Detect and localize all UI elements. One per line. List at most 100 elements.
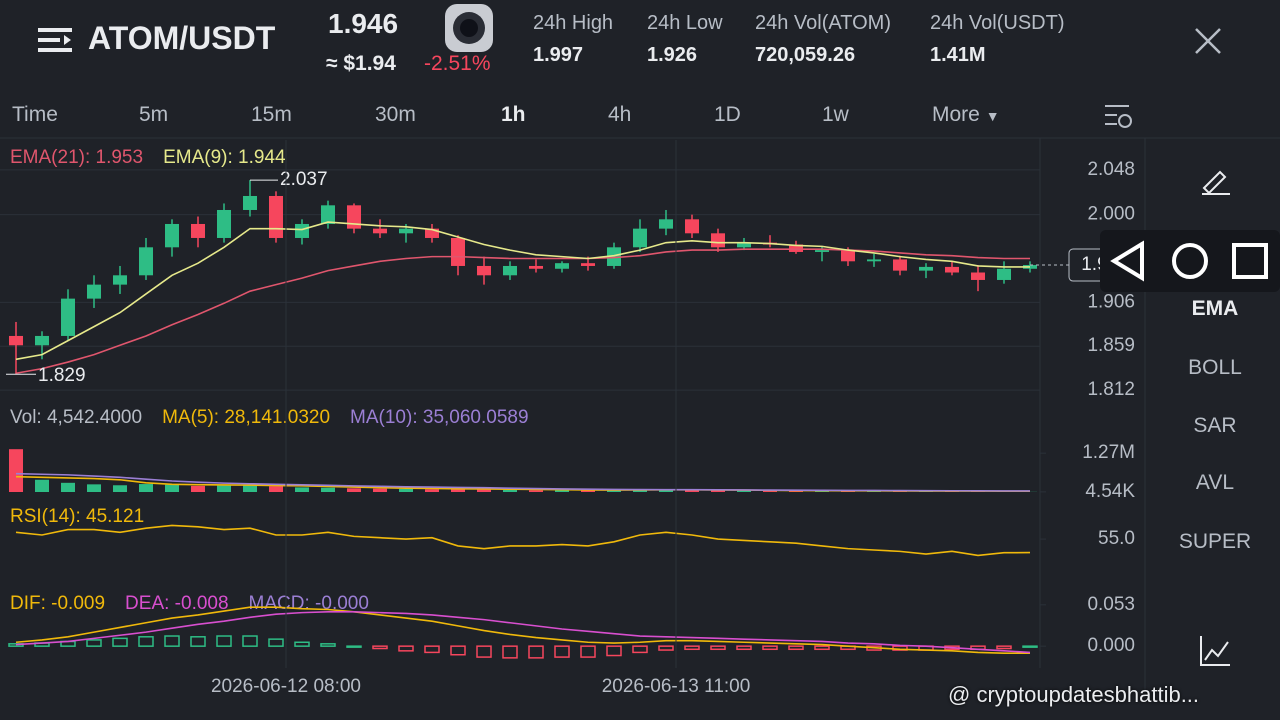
indicator-option[interactable]: SAR (1193, 414, 1237, 437)
candle-body (139, 247, 153, 276)
timeframe-tab[interactable]: More ▼ (932, 103, 1000, 126)
legend-entry: EMA(9): 1.944 (163, 147, 286, 168)
macd-line (15, 606, 1030, 654)
volume-bar (269, 486, 283, 492)
indicator-option[interactable]: BOLL (1188, 356, 1242, 379)
y-tick-label: 55.0 (1098, 528, 1135, 549)
y-tick-label: 0.053 (1087, 594, 1135, 615)
macd-bar (216, 635, 232, 647)
watermark: @ cryptoupdatesbhattib... (948, 682, 1200, 707)
change: -2.51% (424, 52, 491, 75)
timeframe-tab[interactable]: 1h (501, 103, 526, 126)
candle-body (503, 265, 517, 276)
volume-bar (217, 485, 231, 492)
timeframe-tab[interactable]: Time (12, 103, 58, 126)
macd-bar (450, 645, 466, 656)
candle-body (789, 244, 803, 252)
legend-entry: MACD: -0.000 (249, 593, 369, 614)
stat-value: 720,059.26 (755, 44, 856, 66)
indicator-option[interactable]: EMA (1191, 297, 1239, 320)
indicator-option[interactable]: SUPER (1178, 530, 1252, 553)
volume-bar (503, 489, 517, 492)
stat-label: 24h Vol(ATOM) (755, 12, 891, 34)
x-tick-label: 2026-06-13 11:00 (602, 676, 751, 697)
y-tick-label: 4.54K (1085, 481, 1135, 502)
usd-price: ≈ $1.94 (326, 52, 396, 75)
candle-body (919, 266, 933, 271)
ema-line (15, 248, 1030, 375)
low-label: 1.829 (38, 365, 86, 386)
y-tick-label: 2.000 (1087, 204, 1135, 225)
header: ATOM/USDT 1.946 ≈ $1.94 -2.51% 24h High 1… (0, 0, 1280, 90)
macd-bar (554, 645, 570, 658)
macd-bar (736, 645, 752, 651)
candle-body (61, 298, 75, 336)
candle-body (35, 335, 49, 346)
volume-bar (87, 484, 101, 492)
volume-bar (347, 488, 361, 492)
macd-bar (788, 645, 804, 651)
settings-icon[interactable] (1103, 102, 1135, 130)
nav-overlay (1100, 230, 1280, 292)
volume-ma-line (15, 472, 1031, 492)
y-tick-label: 1.812 (1087, 379, 1135, 400)
volume-bar (555, 490, 569, 492)
menu-icon[interactable] (38, 26, 74, 54)
candle-body (555, 263, 569, 269)
volume-bar (477, 489, 491, 492)
macd-bar (710, 645, 726, 651)
indicator-option[interactable]: AVL (1195, 471, 1235, 494)
pair[interactable]: ATOM/USDT (88, 20, 276, 56)
timeframe-tab[interactable]: 1w (822, 103, 849, 126)
volume-bar (61, 482, 75, 492)
volume-bar (685, 490, 699, 492)
candle-body (87, 284, 101, 299)
macd-bar (86, 639, 102, 647)
volume-bar (295, 487, 309, 492)
volume-bar (451, 488, 465, 492)
candle-body (165, 223, 179, 248)
timeframe-tab[interactable]: 1D (714, 103, 741, 126)
candle-body (529, 265, 543, 269)
stat-label: 24h Low (647, 12, 723, 34)
macd-bar (606, 645, 622, 657)
chart-icon[interactable] (1198, 634, 1232, 668)
macd-bar (502, 645, 518, 659)
close-button[interactable] (1194, 27, 1222, 55)
volume-bar (425, 489, 439, 492)
macd-bar (658, 645, 674, 651)
volume-bar (711, 490, 725, 492)
draw-icon[interactable] (1200, 164, 1232, 196)
macd-bar (1022, 645, 1038, 648)
legend-entry: MA(5): 28,141.0320 (162, 407, 330, 428)
legend-entry: EMA(21): 1.953 (10, 147, 143, 168)
timeframe-tab[interactable]: 30m (375, 103, 416, 126)
legend-entry: MA(10): 35,060.0589 (350, 407, 529, 428)
macd-bar (424, 645, 440, 654)
candle-body (191, 223, 205, 238)
candle-body (477, 265, 491, 276)
candle-body (9, 335, 23, 346)
macd-bar (242, 635, 258, 647)
volume-bar (659, 489, 673, 492)
timeframe-tab[interactable]: 5m (139, 103, 169, 126)
timeframe-tab[interactable]: 15m (251, 103, 292, 126)
y-tick-label: 2.048 (1087, 159, 1135, 180)
stat-value: 1.997 (533, 44, 584, 66)
volume-bar (321, 487, 335, 492)
price: 1.946 (328, 8, 399, 39)
volume-bar (399, 488, 413, 492)
macd-line (15, 611, 1031, 654)
y-tick-label: 0.000 (1087, 635, 1135, 656)
volume-bar (763, 490, 777, 492)
volume-bar (243, 484, 257, 492)
y-tick-label: 1.27M (1082, 442, 1135, 463)
stat-value: 1.926 (647, 44, 698, 66)
volume-bar (113, 485, 127, 492)
legend-entry: DEA: -0.008 (125, 593, 229, 614)
candle-body (295, 223, 309, 238)
candle-body (945, 266, 959, 273)
timeframe-tab[interactable]: 4h (608, 103, 632, 126)
candle-body (685, 219, 699, 234)
volume-bar (581, 490, 595, 492)
